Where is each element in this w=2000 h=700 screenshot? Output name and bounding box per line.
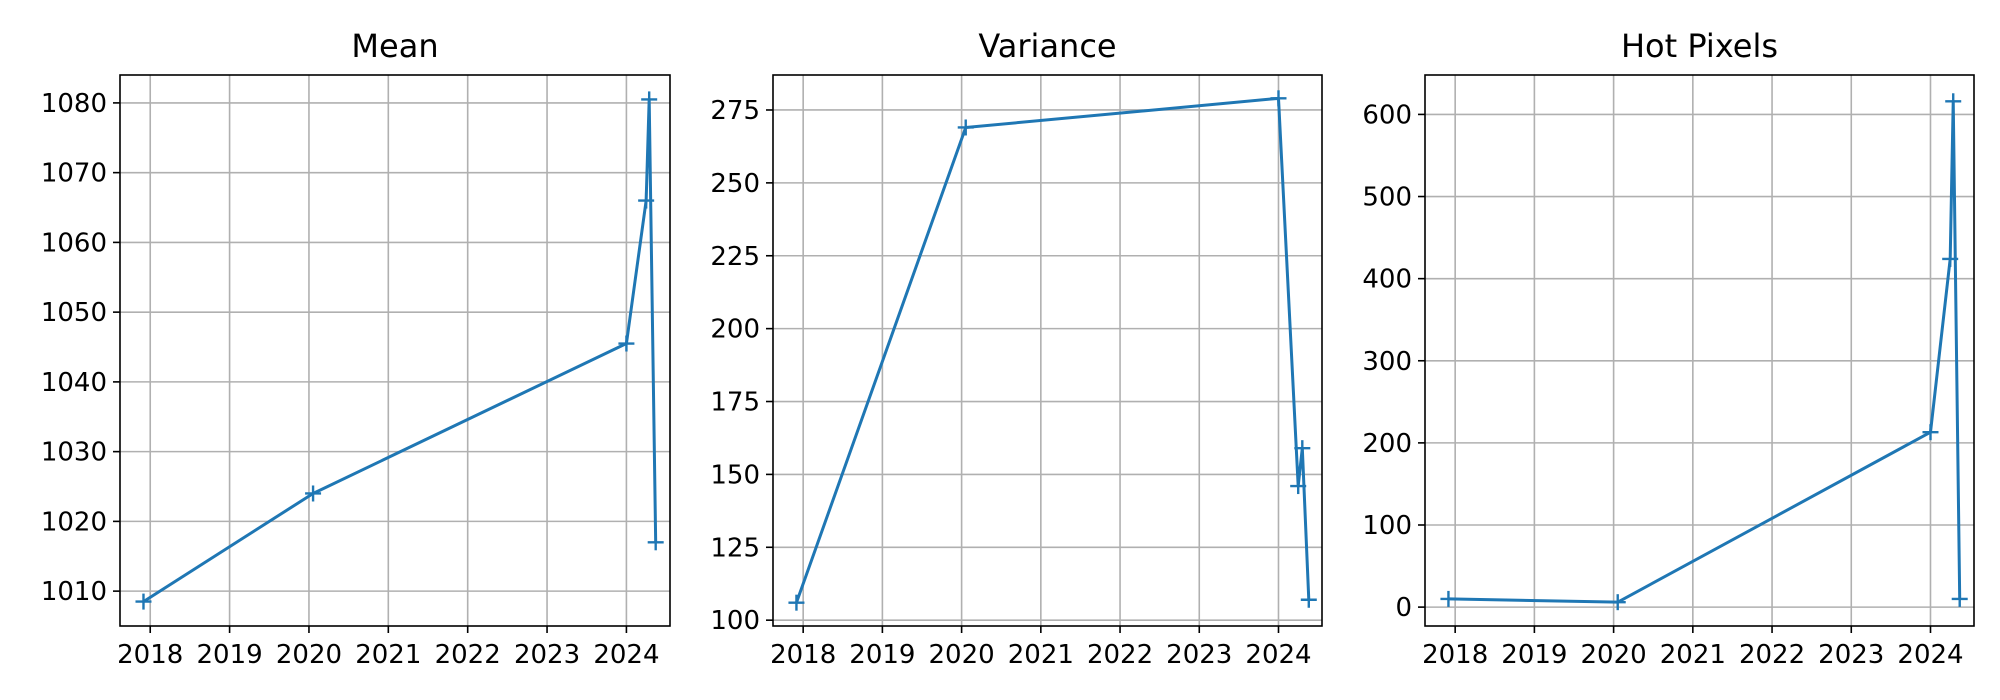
data-point-marker <box>788 595 804 611</box>
axes-frame <box>1425 75 1974 626</box>
y-tick-label: 200 <box>710 315 760 345</box>
data-point-marker <box>1922 424 1938 440</box>
x-tick-label: 2024 <box>1245 640 1311 670</box>
y-tick-label: 1050 <box>41 298 107 328</box>
data-point-marker <box>958 119 974 135</box>
series-line <box>1448 101 1959 602</box>
x-tick-label: 2024 <box>593 640 659 670</box>
data-point-marker <box>1945 93 1961 109</box>
data-point-marker <box>1301 592 1317 608</box>
x-tick-label: 2019 <box>849 640 915 670</box>
y-tick-label: 400 <box>1362 265 1412 295</box>
data-point-marker <box>648 534 664 550</box>
y-tick-label: 100 <box>1362 511 1412 541</box>
x-tick-label: 2021 <box>355 640 421 670</box>
y-tick-label: 200 <box>1362 429 1412 459</box>
chart-panel-0: Mean 2018 2019 2020 2021 2022 2023 2024 1010 1020… <box>41 27 670 670</box>
data-point-marker <box>641 91 657 107</box>
y-tick-label: 225 <box>710 242 760 272</box>
y-tick-label: 1040 <box>41 368 107 398</box>
chart-title: Hot Pixels <box>1621 27 1778 65</box>
series-line <box>143 99 655 601</box>
y-tick-label: 175 <box>710 388 760 418</box>
data-point-marker <box>1440 591 1456 607</box>
axes-frame <box>120 75 670 626</box>
y-tick-label: 1010 <box>41 577 107 607</box>
x-tick-label: 2018 <box>117 640 183 670</box>
axes-frame <box>773 75 1322 626</box>
y-tick-label: 1070 <box>41 159 107 189</box>
chart-panel-2: Hot Pixels 2018 2019 2020 2021 2022 2023 2024 0 1… <box>1362 27 1974 670</box>
y-tick-label: 275 <box>710 96 760 126</box>
y-tick-label: 500 <box>1362 183 1412 213</box>
data-point-marker <box>305 485 321 501</box>
x-tick-label: 2020 <box>276 640 342 670</box>
y-tick-label: 1060 <box>41 228 107 258</box>
data-point-marker <box>1270 90 1286 106</box>
chart-title: Variance <box>978 27 1116 65</box>
x-tick-label: 2021 <box>1008 640 1074 670</box>
x-tick-label: 2021 <box>1660 640 1726 670</box>
y-tick-label: 250 <box>710 169 760 199</box>
data-point-marker <box>618 336 634 352</box>
x-tick-label: 2020 <box>929 640 995 670</box>
y-tick-label: 100 <box>710 606 760 636</box>
x-tick-label: 2022 <box>1739 640 1805 670</box>
chart-panel-1: Variance 2018 2019 2020 2021 2022 2023 2024 100 1… <box>710 27 1322 670</box>
y-tick-label: 1080 <box>41 89 107 119</box>
data-point-marker <box>135 594 151 610</box>
x-tick-label: 2019 <box>197 640 263 670</box>
chart-title: Mean <box>351 27 438 65</box>
y-tick-label: 150 <box>710 460 760 490</box>
data-point-marker <box>1952 591 1968 607</box>
x-tick-label: 2018 <box>770 640 836 670</box>
x-tick-label: 2020 <box>1581 640 1647 670</box>
x-tick-label: 2022 <box>1087 640 1153 670</box>
x-tick-label: 2023 <box>514 640 580 670</box>
y-tick-label: 300 <box>1362 347 1412 377</box>
y-tick-label: 125 <box>710 533 760 563</box>
y-tick-label: 1030 <box>41 438 107 468</box>
x-tick-label: 2023 <box>1166 640 1232 670</box>
x-tick-label: 2022 <box>435 640 501 670</box>
y-tick-label: 0 <box>1395 593 1412 623</box>
x-tick-label: 2018 <box>1422 640 1488 670</box>
y-tick-label: 600 <box>1362 100 1412 130</box>
x-tick-label: 2024 <box>1897 640 1963 670</box>
y-tick-label: 1020 <box>41 507 107 537</box>
x-tick-label: 2019 <box>1501 640 1567 670</box>
x-tick-label: 2023 <box>1818 640 1884 670</box>
series-line <box>796 98 1308 602</box>
